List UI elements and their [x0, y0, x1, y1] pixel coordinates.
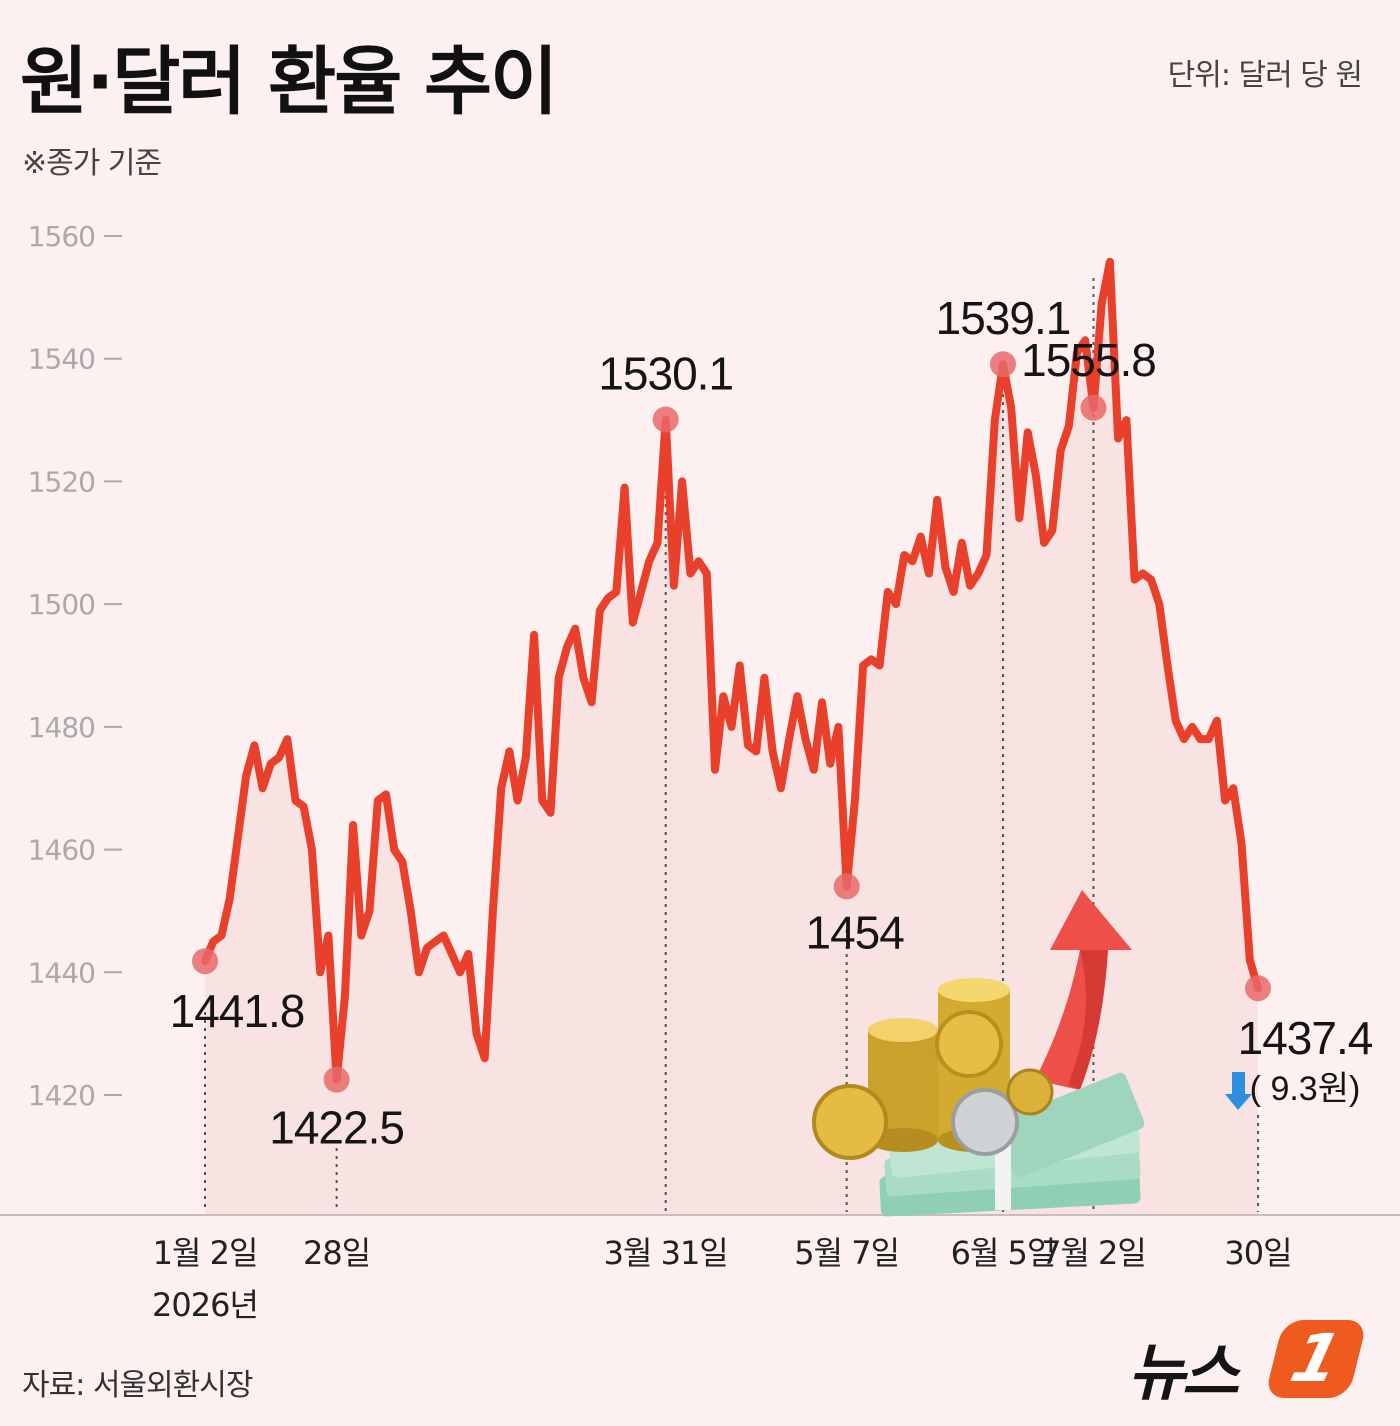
- y-tick-label: 1520: [28, 465, 95, 498]
- source-label: 자료: 서울외환시장: [22, 1368, 253, 1403]
- logo-text: 뉴스: [1128, 1336, 1239, 1409]
- logo-badge: 1: [1264, 1320, 1368, 1398]
- data-point-marker: [192, 948, 218, 975]
- y-tick-label: 1420: [28, 1079, 95, 1112]
- data-label: 1530.1: [598, 347, 733, 399]
- down-arrow-icon: [1225, 1072, 1252, 1110]
- x-tick-label: 30일: [1224, 1234, 1291, 1272]
- y-tick-label: 1480: [28, 711, 95, 744]
- unit-label: 단위: 달러 당 원: [1167, 58, 1363, 93]
- x-tick-label: 6월 5일: [951, 1234, 1056, 1272]
- data-point-marker: [323, 1066, 350, 1093]
- x-tick-label: 28일: [303, 1234, 370, 1272]
- y-tick-label: 1500: [28, 588, 95, 621]
- series-line: [201, 257, 1262, 1084]
- y-tick-label: 1440: [28, 956, 95, 989]
- x-tick-sublabel: 2026년: [152, 1286, 258, 1324]
- data-label: 1422.5: [269, 1102, 404, 1154]
- chart-title: 원·달러 환율 추이: [20, 39, 558, 125]
- data-point-marker: [652, 406, 679, 433]
- basis-note: ※종가 기준: [22, 146, 162, 181]
- data-label: 1437.4: [1238, 1012, 1373, 1064]
- data-point-marker: [833, 873, 860, 900]
- data-point-marker: [989, 351, 1016, 378]
- y-tick-label: 1560: [28, 220, 95, 253]
- data-label: 1539.1: [936, 292, 1071, 344]
- data-point-marker: [1245, 975, 1271, 1002]
- x-tick-label: 1월 2일: [153, 1234, 258, 1272]
- change-label: ( 9.3원): [1250, 1070, 1361, 1108]
- y-axis: 1420 1440 1460 1480 1500 1520 1540 1560: [28, 220, 122, 1112]
- coins-icon: [812, 978, 1054, 1160]
- up-arrow-icon: [1035, 890, 1132, 1090]
- data-point-marker: [1080, 394, 1107, 421]
- y-tick-label: 1540: [28, 343, 95, 376]
- y-tick-label: 1460: [28, 834, 95, 867]
- money-illustration: [812, 890, 1145, 1217]
- cash-stack-icon: [879, 1072, 1145, 1217]
- data-label: 1454: [806, 906, 905, 958]
- data-label: 1555.8: [1021, 334, 1156, 386]
- x-tick-label: 3월 31일: [604, 1234, 728, 1272]
- x-tick-label: 5월 7일: [794, 1234, 899, 1272]
- news1-logo: 뉴스 1: [1128, 1318, 1373, 1409]
- data-label: 1441.8: [170, 985, 305, 1037]
- drop-lines: [204, 278, 1259, 1212]
- x-tick-label: 7월 2일: [1041, 1234, 1146, 1272]
